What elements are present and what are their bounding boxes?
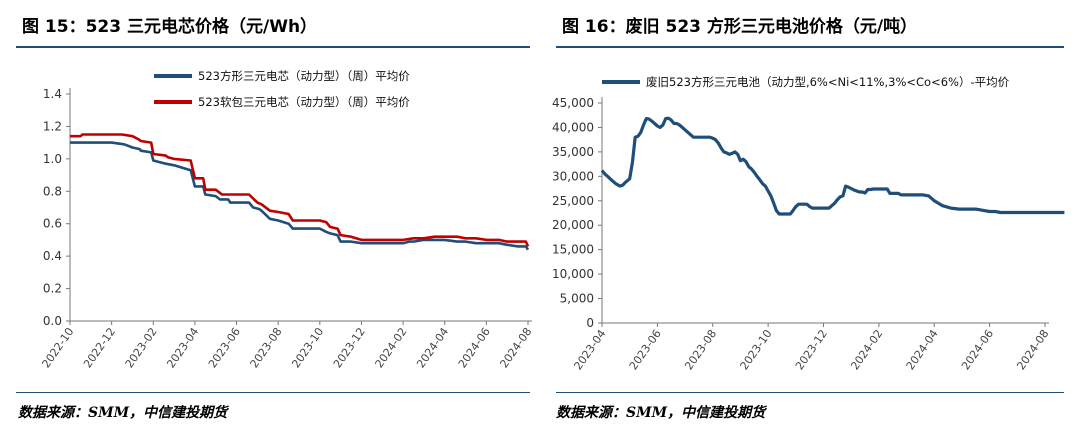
left-legend-label-2: 523软包三元电芯（动力型）（周）平均价	[198, 95, 410, 109]
right-x-tick-label: 2024-06	[959, 327, 996, 372]
right-y-tick-label: 10,000	[552, 267, 594, 281]
right-y-tick-label: 0	[586, 316, 594, 330]
left-x-tick-label: 2024-08	[497, 325, 534, 370]
right-x-tick-label: 2024-08	[1014, 327, 1051, 372]
left-x-tick-label: 2023-02	[123, 325, 160, 370]
left-x-tick-label: 2023-06	[206, 325, 243, 370]
left-x-tick-label: 2022-10	[39, 325, 76, 370]
left-legend-label-1: 523方形三元电芯（动力型）（周）平均价	[198, 69, 410, 83]
right-y-tick-label: 25,000	[552, 194, 594, 208]
left-y-tick-label: 0.6	[43, 217, 62, 231]
left-x-tick-label: 2023-08	[248, 325, 285, 370]
left-chart-title: 图 15：523 三元电芯价格（元/Wh）	[22, 17, 318, 37]
right-source: 数据来源：SMM，中信建投期货	[556, 405, 766, 421]
left-x-tick-label: 2024-06	[456, 325, 493, 370]
right-x-tick-label: 2023-08	[682, 327, 719, 372]
left-x-tick-label: 2024-02	[373, 325, 410, 370]
right-title-rule	[556, 46, 1064, 48]
left-x-tick-label: 2023-10	[289, 325, 326, 370]
left-x-tick-label: 2024-04	[414, 325, 451, 370]
left-bottom-rule	[16, 392, 530, 393]
right-x-tick-label: 2024-04	[904, 327, 941, 372]
right-chart-title: 图 16：废旧 523 方形三元电池价格（元/吨）	[562, 17, 918, 37]
right-y-tick-label: 5,000	[560, 292, 594, 306]
left-series-line-2	[70, 133, 530, 247]
left-x-tick-label: 2022-12	[81, 325, 118, 370]
left-y-tick-label: 0.4	[43, 249, 62, 263]
left-y-tick-label: 0.2	[43, 282, 62, 296]
left-y-tick-label: 0.0	[43, 314, 62, 328]
right-x-tick-label: 2023-12	[793, 327, 830, 372]
right-legend-label-1: 废旧523方形三元电池（动力型,6%<Ni<11%,3%<Co<6%）-平均价	[646, 75, 1010, 89]
right-y-tick-label: 15,000	[552, 243, 594, 257]
right-chart: 0 5,000 10,000 15,000 20,000 25,000 30,000 35,0…	[552, 75, 1065, 372]
right-y-tick-label: 35,000	[552, 145, 594, 159]
right-y-tick-label: 30,000	[552, 169, 594, 183]
right-series-line-1	[600, 116, 1065, 216]
right-x-tick-label: 2023-04	[571, 327, 608, 372]
right-y-tick-label: 45,000	[552, 96, 594, 110]
right-x-tick-label: 2023-10	[738, 327, 775, 372]
right-y-tick-label: 20,000	[552, 218, 594, 232]
right-x-tick-label: 2023-06	[627, 327, 664, 372]
left-y-tick-label: 0.8	[43, 184, 62, 198]
left-source: 数据来源：SMM，中信建投期货	[18, 405, 228, 421]
left-y-tick-label: 1.4	[43, 87, 62, 101]
left-x-tick-label: 2023-12	[331, 325, 368, 370]
right-bottom-rule	[556, 392, 1064, 393]
right-y-tick-label: 40,000	[552, 120, 594, 134]
left-y-tick-label: 1.0	[43, 152, 62, 166]
right-x-tick-label: 2024-02	[848, 327, 885, 372]
left-y-tick-label: 1.2	[43, 119, 62, 133]
left-x-tick-label: 2023-04	[164, 325, 201, 370]
left-series-line-1	[70, 141, 530, 251]
left-title-rule	[16, 46, 530, 48]
